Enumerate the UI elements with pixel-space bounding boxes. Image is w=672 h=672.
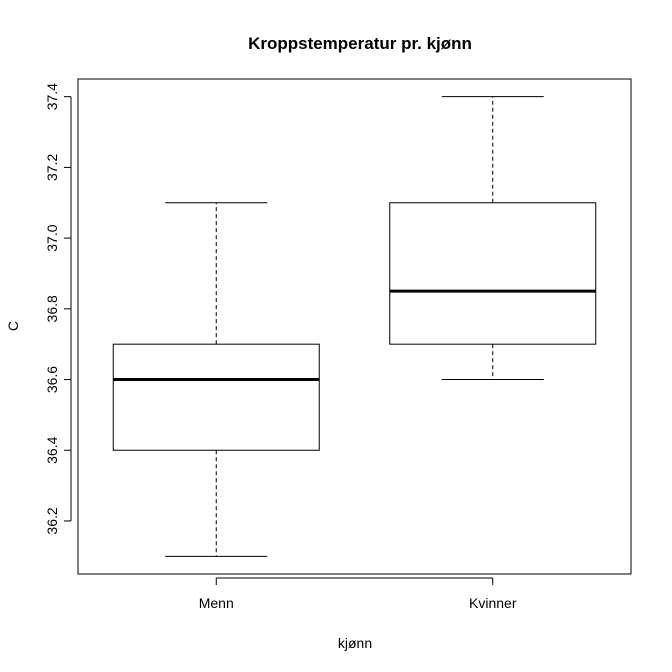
- x-tick-label-menn: Menn: [199, 595, 234, 611]
- y-tick-label: 36.8: [44, 295, 60, 322]
- y-tick-label: 37.0: [44, 224, 60, 251]
- chart-title: Kroppstemperatur pr. kjønn: [248, 34, 472, 53]
- x-tick-label-kvinner: Kvinner: [469, 595, 517, 611]
- box-menn: [112, 343, 320, 451]
- plot-area: 36.2 36.4 36.6 36.8 37.0 37.2 37.4 Menn Kvinner: [44, 78, 632, 611]
- y-tick-label: 36.2: [44, 507, 60, 534]
- y-tick-label: 37.2: [44, 154, 60, 181]
- plot-frame: [77, 78, 632, 575]
- x-axis-label: kjønn: [338, 635, 372, 651]
- y-tick-label: 37.4: [44, 83, 60, 110]
- box-kvinner: [389, 202, 597, 345]
- y-tick-label: 36.6: [44, 366, 60, 393]
- y-axis-label: C: [5, 321, 21, 331]
- y-tick-label: 36.4: [44, 436, 60, 463]
